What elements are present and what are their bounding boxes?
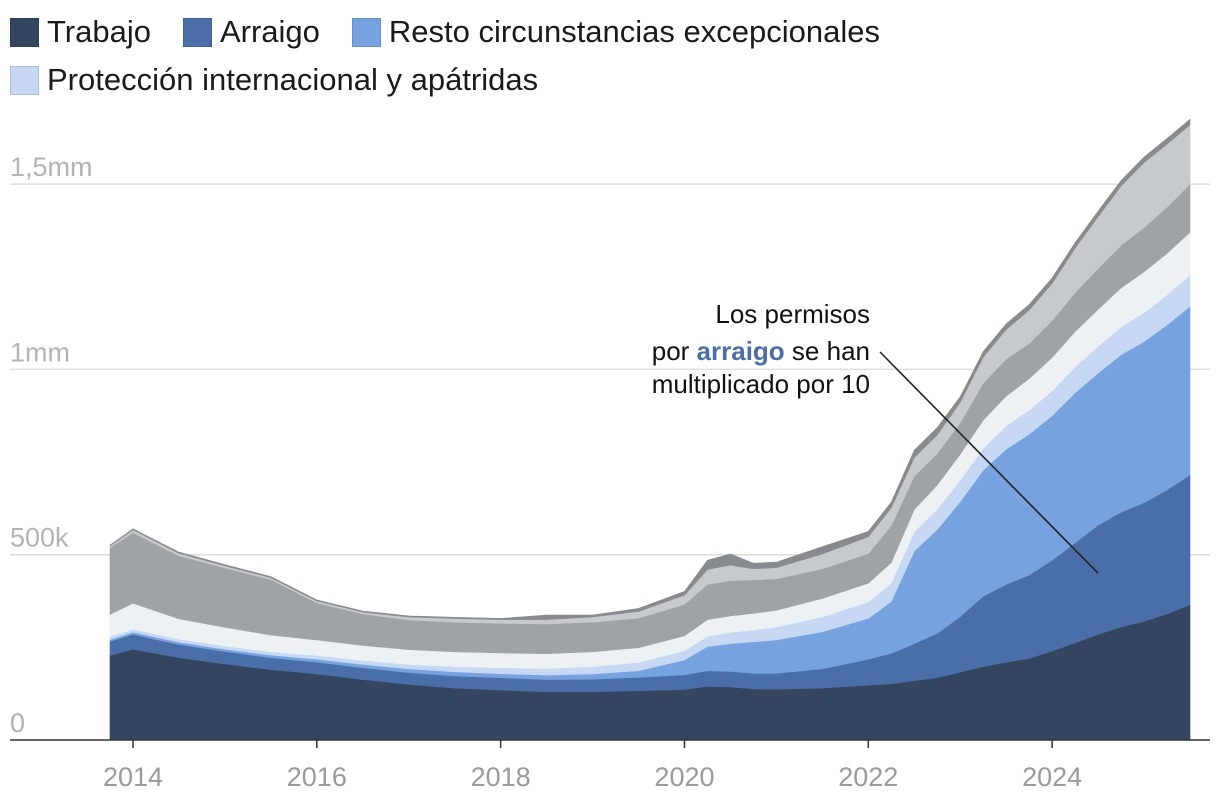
annotation-text: se han	[785, 336, 870, 366]
x-tick-label: 2018	[471, 762, 531, 792]
x-tick-label: 2014	[103, 762, 163, 792]
x-tick-label: 2020	[654, 762, 714, 792]
annotation-text: por	[652, 336, 697, 366]
y-tick-label: 500k	[10, 523, 69, 553]
x-tick-label: 2024	[1022, 762, 1082, 792]
gridlines: 0 500k 1mm 1,5mm	[10, 152, 1210, 738]
legend-swatch-trabajo	[10, 17, 39, 47]
legend-item-resto: Resto circunstancias excepcionales	[351, 12, 880, 52]
legend: Trabajo Arraigo Resto circunstancias exc…	[10, 8, 1210, 104]
annotation-line-3: multiplicado por 10	[652, 369, 870, 399]
axes: 2014 2016 2018 2020 2022 2024	[10, 739, 1210, 792]
annotation-line-2: por arraigo se han	[652, 336, 870, 366]
y-tick-label: 0	[10, 708, 25, 738]
legend-label-arraigo: Arraigo	[219, 14, 320, 49]
area-series	[109, 118, 1191, 741]
legend-swatch-arraigo	[182, 17, 212, 47]
annotation-leader-line	[879, 351, 1099, 574]
x-tick-label: 2022	[838, 762, 898, 792]
legend-swatch-resto	[351, 17, 381, 47]
legend-row: Protección internacional y apátridas	[10, 56, 1210, 104]
legend-row: Trabajo Arraigo Resto circunstancias exc…	[10, 8, 1210, 56]
x-tick-label: 2016	[287, 762, 347, 792]
y-tick-label: 1mm	[10, 337, 70, 367]
legend-item-arraigo: Arraigo	[182, 12, 320, 52]
legend-label-trabajo: Trabajo	[47, 14, 151, 49]
legend-item-proteccion: Protección internacional y apátridas	[10, 60, 538, 100]
legend-swatch-proteccion	[10, 65, 39, 95]
legend-item-trabajo: Trabajo	[10, 12, 151, 52]
y-tick-label: 1,5mm	[10, 152, 93, 182]
annotation-highlight: arraigo	[697, 336, 785, 366]
legend-label-resto: Resto circunstancias excepcionales	[388, 14, 880, 49]
annotation: Los permisos por arraigo se hanmultiplica…	[652, 299, 1099, 574]
annotation-line-1: Los permisos	[715, 299, 870, 329]
legend-label-proteccion: Protección internacional y apátridas	[47, 62, 539, 97]
area-series-8	[109, 118, 1191, 620]
